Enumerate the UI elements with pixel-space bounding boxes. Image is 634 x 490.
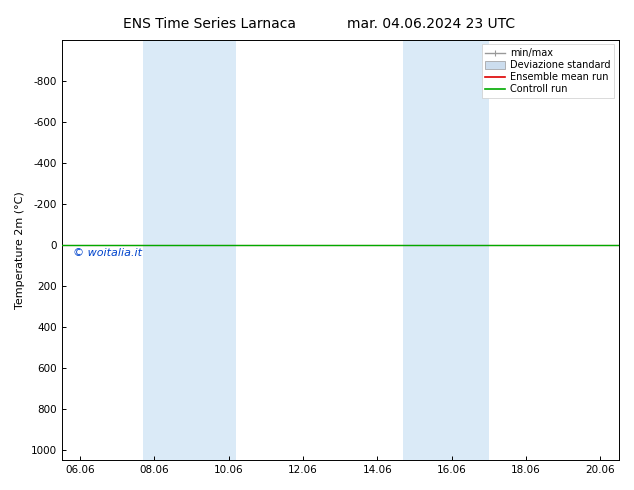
Text: ENS Time Series Larnaca: ENS Time Series Larnaca xyxy=(123,17,295,31)
Bar xyxy=(441,40,489,460)
Bar xyxy=(173,40,236,460)
Text: © woitalia.it: © woitalia.it xyxy=(73,248,141,258)
Y-axis label: Temperature 2m (°C): Temperature 2m (°C) xyxy=(15,191,25,309)
Bar xyxy=(143,40,173,460)
Legend: min/max, Deviazione standard, Ensemble mean run, Controll run: min/max, Deviazione standard, Ensemble m… xyxy=(482,45,614,98)
Text: mar. 04.06.2024 23 UTC: mar. 04.06.2024 23 UTC xyxy=(347,17,515,31)
Bar xyxy=(403,40,441,460)
